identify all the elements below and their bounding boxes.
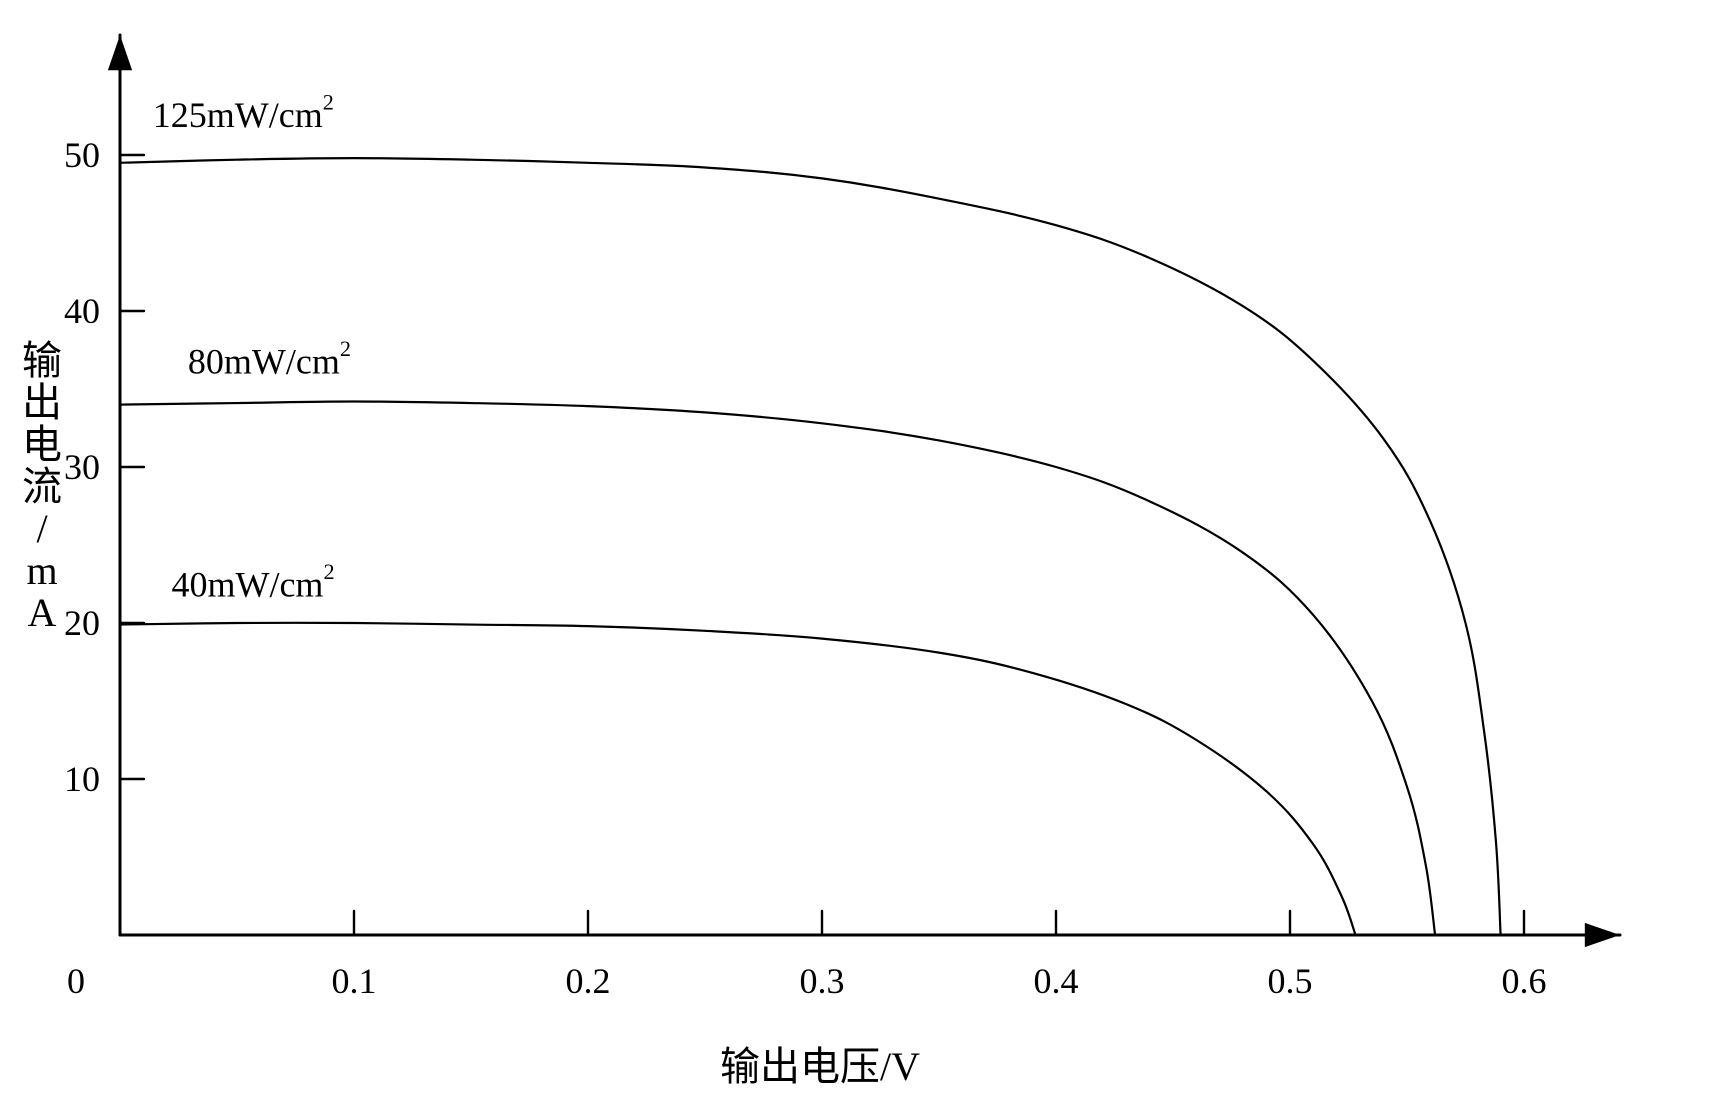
svg-text:输出电压/V: 输出电压/V [720, 1044, 920, 1089]
curve-40mW/cm2 [120, 623, 1356, 935]
iv-curve-chart: 0 0.1 0.2 0.3 0.4 0.5 0.6 10 20 30 40 50 输出电压/V 输出电流/… [0, 0, 1725, 1119]
svg-text:电: 电 [22, 422, 62, 467]
svg-text:0.2: 0.2 [566, 961, 611, 1001]
svg-text:50: 50 [64, 135, 100, 175]
svg-text:20: 20 [64, 603, 100, 643]
curve-label-80mW/cm2: 80mW/cm2 [188, 336, 351, 381]
svg-text:0.1: 0.1 [332, 961, 377, 1001]
svg-text:40: 40 [64, 291, 100, 331]
svg-text:/: / [36, 506, 48, 551]
svg-text:0.6: 0.6 [1502, 961, 1547, 1001]
svg-text:0.3: 0.3 [800, 961, 845, 1001]
svg-text:流: 流 [22, 464, 62, 509]
svg-text:0.5: 0.5 [1268, 961, 1313, 1001]
svg-text:输: 输 [22, 338, 62, 383]
svg-text:10: 10 [64, 759, 100, 799]
svg-text:0.4: 0.4 [1034, 961, 1079, 1001]
svg-text:A: A [28, 590, 57, 635]
svg-text:0: 0 [67, 961, 85, 1001]
curve-label-40mW/cm2: 40mW/cm2 [171, 559, 334, 604]
svg-text:出: 出 [22, 380, 62, 425]
svg-text:m: m [26, 548, 57, 593]
svg-text:30: 30 [64, 447, 100, 487]
curve-label-125mW/cm2: 125mW/cm2 [153, 90, 334, 135]
curve-80mW/cm2 [120, 401, 1435, 935]
